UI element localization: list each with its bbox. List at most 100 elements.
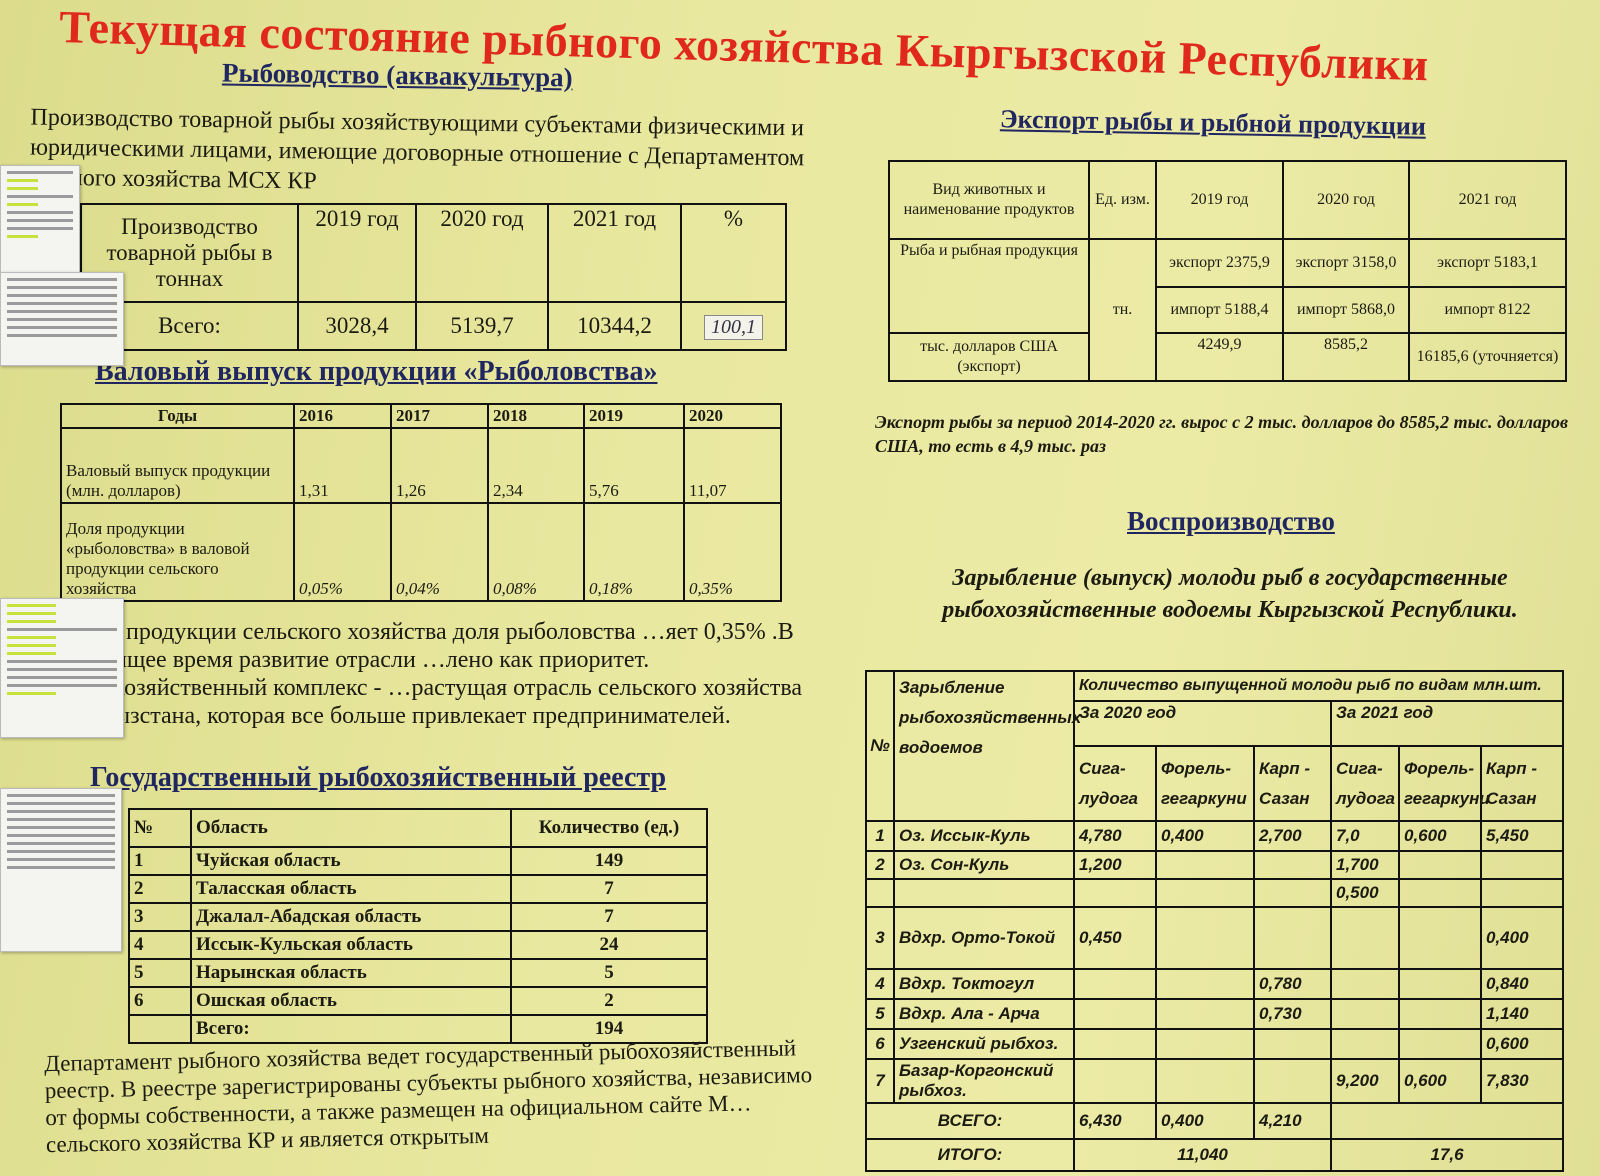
pinned-paper-note [0,272,124,366]
header-cell: Форель-гегаркуни [1398,745,1490,822]
cell: 5,76 [583,427,685,504]
table-row: импорт 5188,4 импорт 5868,0 импорт 8122 [889,286,1567,334]
cell [1253,878,1332,908]
table-row: 5 Вдхр. Ала - Арча 0,730 1,140 [865,998,1565,1030]
cell: 11,07 [683,427,782,504]
pinned-paper-note [0,598,124,738]
header-cell: 2020 год [415,203,549,303]
cell [1155,998,1255,1030]
cell [1073,878,1157,908]
table-row: 2 Оз. Сон-Куль 1,200 1,700 [865,850,1565,880]
table-row: 4 Иссык-Кульская область 24 [128,930,708,960]
cell: 7 [510,874,708,904]
cell: 5,450 [1479,820,1565,852]
header-cell: Карп - Сазан [1253,745,1332,822]
table-row: Валовый выпуск продукции (млн. долларов)… [60,427,782,504]
header-cell: 2021 год [1408,160,1567,240]
header-cell: Ед. изм. [1088,160,1157,240]
cell [1479,878,1565,908]
registry-table: № Область Количество (ед.) 1 Чуйская обла… [128,808,708,1044]
cell: импорт 5188,4 [1155,286,1284,334]
cell [1155,906,1255,970]
cell: 11,040 [1073,1138,1332,1172]
header-cell: № [865,670,895,822]
cell: экспорт 3158,0 [1282,238,1410,288]
table-row: 3 Вдхр. Орто-Токой 0,450 0,400 [865,906,1565,970]
cell: 194 [510,1014,708,1044]
header-cell: Годы [60,403,295,429]
table-row: 6 Узгенский рыбхоз. 0,600 [865,1028,1565,1060]
table-row: Всего: 3028,4 5139,7 10344,2 100,1 [80,301,787,351]
table-row: Всего: 194 [128,1014,708,1044]
cell [1398,906,1482,970]
cell [1398,878,1482,908]
cell: ВСЕГО: [865,1102,1075,1140]
cell: 0,400 [1479,906,1565,970]
cell: Оз. Сон-Куль [893,850,1075,880]
aquaculture-table: Производство товарной рыбы в тоннах 2019… [80,203,787,351]
cell: 10344,2 [547,301,682,351]
cell [1253,1058,1332,1104]
fishery-output-text: …вой продукции сельского хозяйства доля … [60,619,802,729]
table-header-row: Вид животных и наименование продуктов Ед… [888,160,1567,240]
cell: 4,780 [1073,820,1157,852]
cell: 24 [510,930,708,960]
cell: 0,400 [1155,820,1255,852]
cell [1073,1028,1157,1060]
table-row: 6 Ошская область 2 [128,986,708,1016]
cell: 1,31 [293,427,392,504]
table-header-row: № Зарыбление рыбохозяйственных водоемов … [865,670,1565,822]
cell: Рыба и рыбная продукция [888,238,1090,334]
header-cell: Вид животных и наименование продуктов [888,160,1090,240]
table-header-row: № Область Количество (ед.) [128,808,708,848]
cell [1073,968,1157,1000]
fishery-output-table: Годы 2016 2017 2018 2019 2020 Валовый вы… [60,403,782,602]
header-cell: 2019 [583,403,685,429]
cell [1329,1102,1565,1140]
header-cell: Количество выпущенной молоди рыб по вида… [1072,670,1565,702]
cell [1398,850,1482,880]
cell [1398,998,1482,1030]
cell: экспорт 5183,1 [1408,238,1567,288]
cell: 100,1 [680,301,787,351]
cell [1073,998,1157,1030]
cell: Узгенский рыбхоз. [893,1028,1075,1060]
cell: 5 [510,958,708,988]
cell: 2 [510,986,708,1016]
registry-text: Департамент рыбного хозяйства ведет госу… [43,1035,813,1158]
export-table: Вид животных и наименование продуктов Ед… [888,160,1567,382]
cell [1155,878,1255,908]
cell: 0,840 [1479,968,1565,1000]
cell: 0,500 [1330,878,1400,908]
export-heading: Экспорт рыбы и рыбной продукции [999,104,1427,141]
cell: 5139,7 [415,301,549,351]
cell [1073,1058,1157,1104]
export-note: Экспорт рыбы за период 2014-2020 гг. выр… [875,412,1569,456]
cell: Базар-Коргонский рыбхоз. [893,1058,1075,1104]
cell [1479,850,1565,880]
cell: Всего: [190,1014,512,1044]
pinned-paper-note [0,165,80,275]
cell [1155,968,1255,1000]
cell: Чуйская область [190,846,512,876]
cell: 6,430 [1073,1102,1157,1140]
cell: Таласская область [190,874,512,904]
cell: 2,700 [1253,820,1332,852]
cell: 4 [865,968,895,1000]
cell [1253,906,1332,970]
cell: 2 [865,850,895,880]
header-cell: % [680,203,787,303]
cell: 7,830 [1479,1058,1565,1104]
table-row: 7 Базар-Коргонский рыбхоз. 9,200 0,600 7,830 [865,1058,1565,1104]
table-header-row: Годы 2016 2017 2018 2019 2020 [60,403,782,429]
cell [1330,1028,1400,1060]
cell: 3 [128,902,192,932]
cell: 0,08% [487,502,585,602]
cell: 17,6 [1329,1138,1565,1172]
cell: 7 [510,902,708,932]
table-row: 3 Джалал-Абадская область 7 [128,902,708,932]
cell: экспорт 2375,9 [1155,238,1284,288]
cell: 3028,4 [297,301,417,351]
header-cell: Сига-лудога [1073,745,1157,822]
cell: 149 [510,846,708,876]
